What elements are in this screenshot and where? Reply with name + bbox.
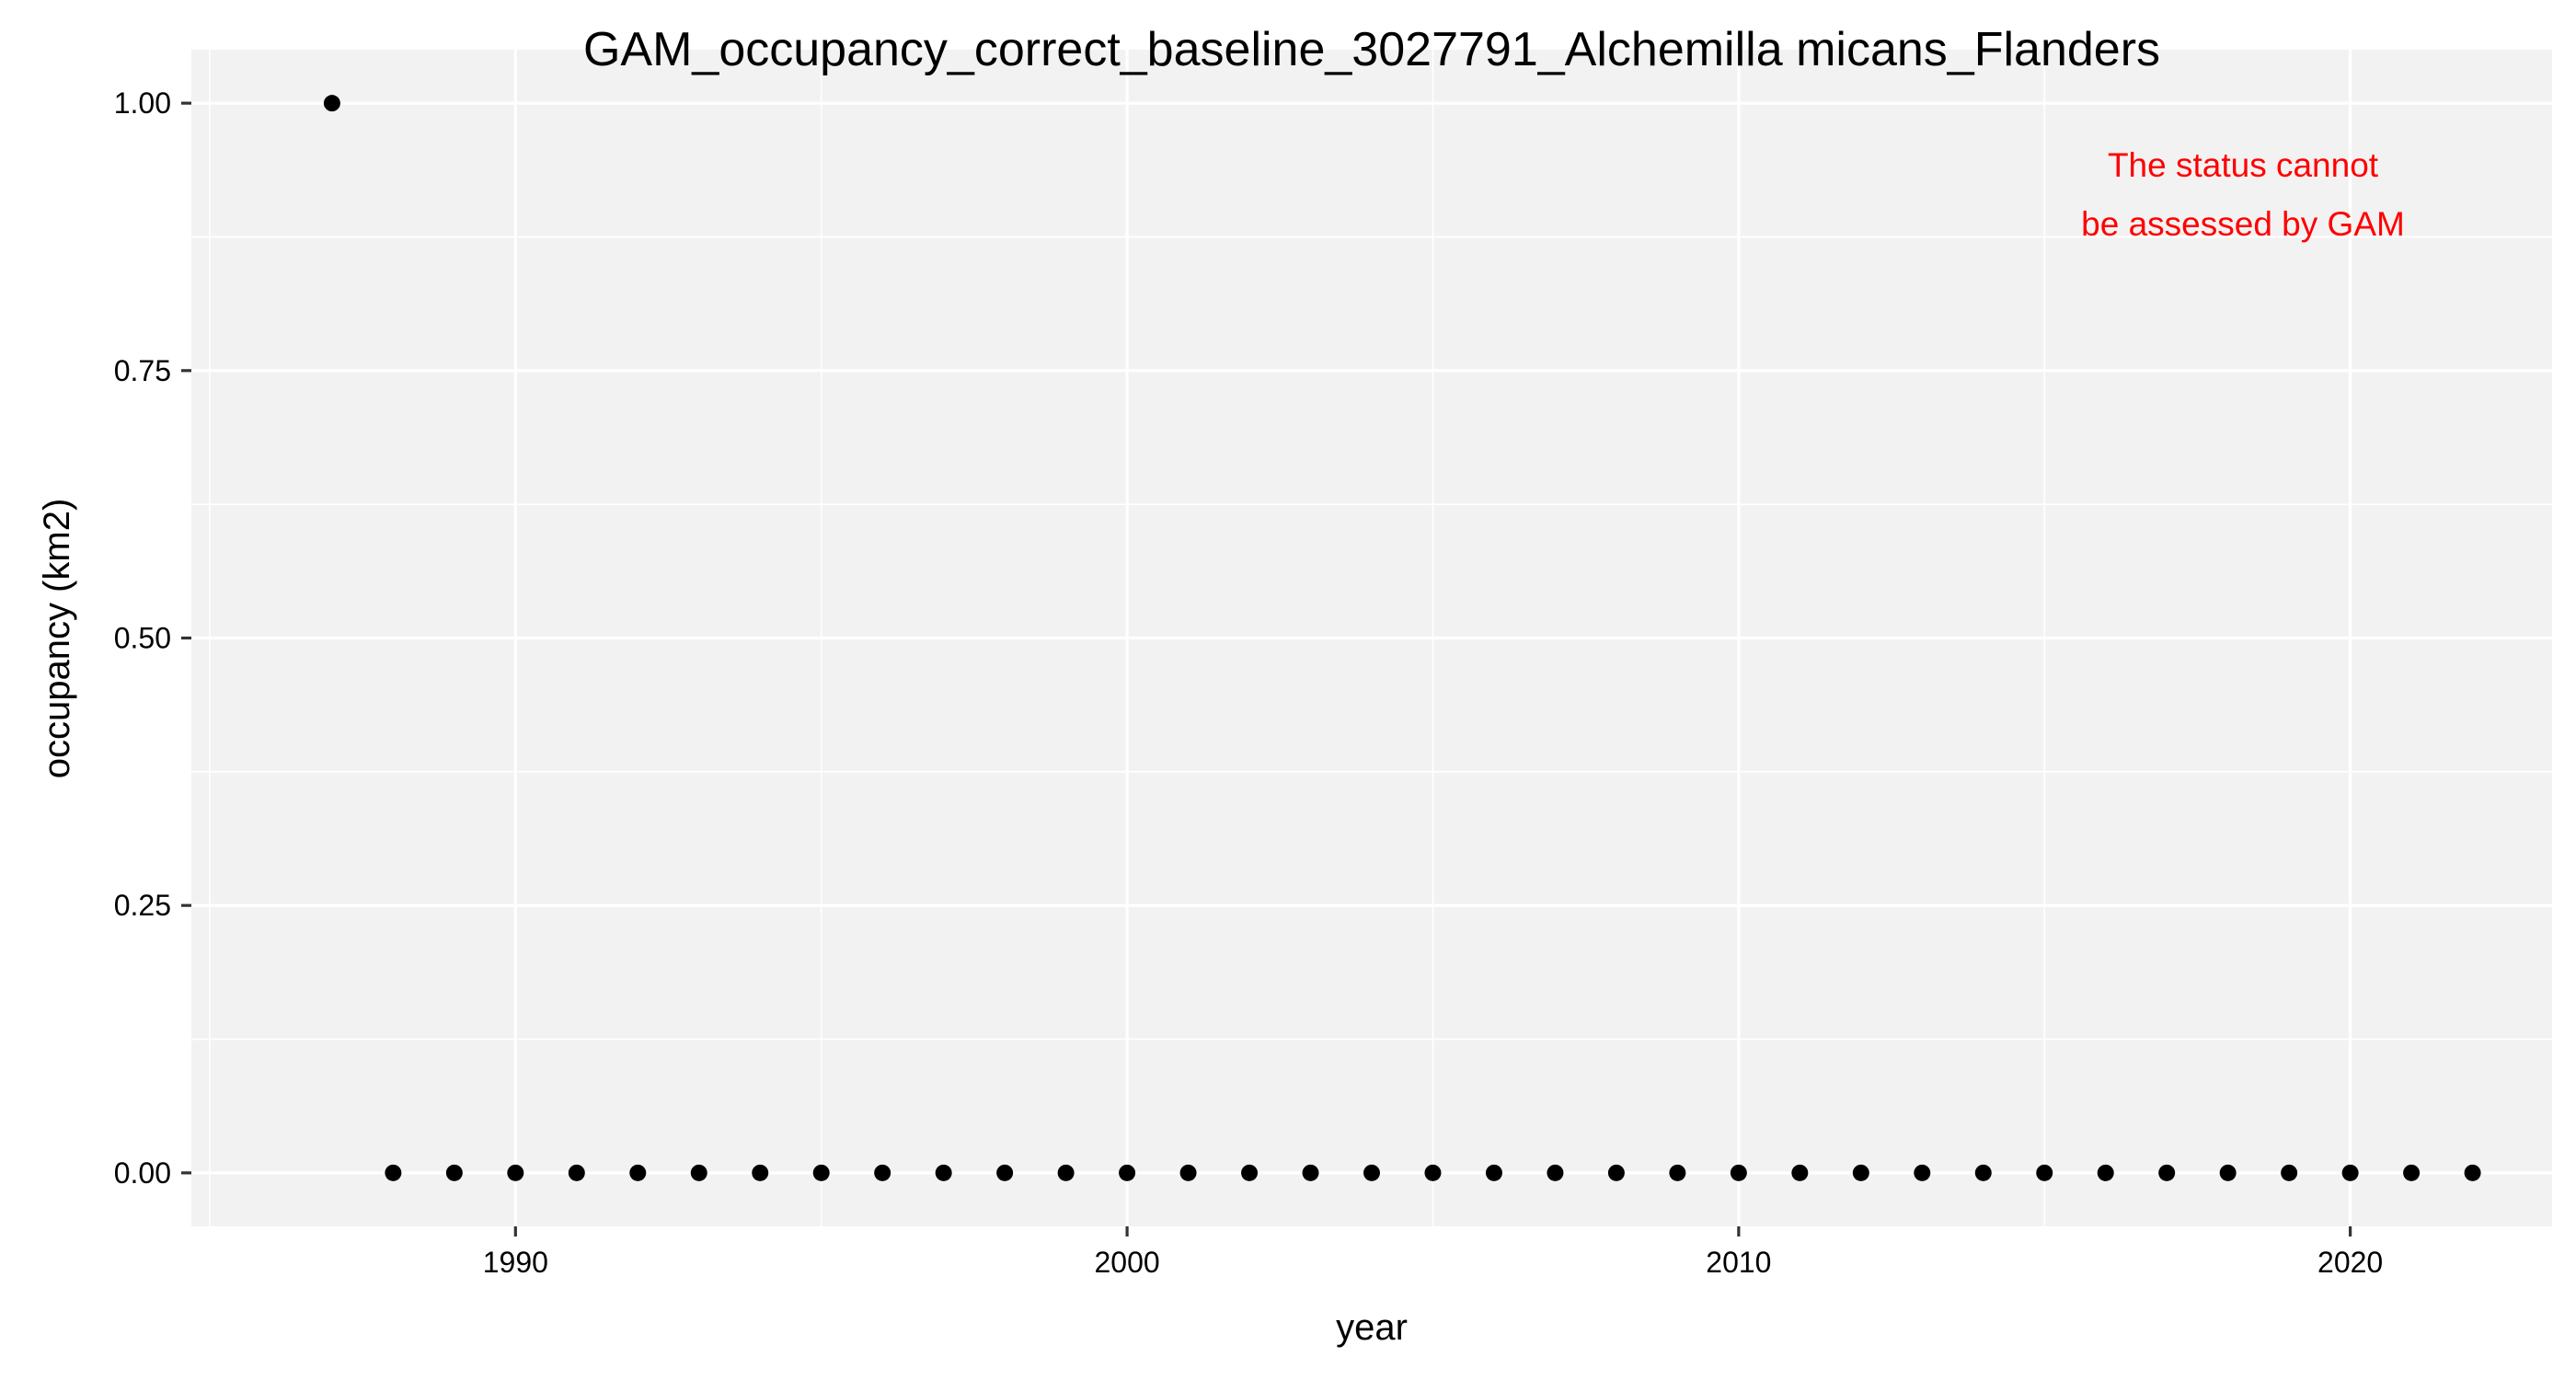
data-point xyxy=(996,1164,1014,1181)
data-point xyxy=(1669,1164,1686,1181)
data-point xyxy=(445,1164,463,1181)
data-point xyxy=(385,1164,402,1181)
data-point xyxy=(2403,1164,2421,1181)
data-point xyxy=(1914,1164,1931,1181)
status-annotation-line-2: be assessed by GAM xyxy=(2081,205,2405,243)
chart-title: GAM_occupancy_correct_baseline_3027791_A… xyxy=(583,23,2160,76)
y-tick-label: 0.00 xyxy=(114,1156,171,1190)
x-tick-label: 2010 xyxy=(1706,1246,1771,1279)
x-tick-label: 1990 xyxy=(483,1246,548,1279)
data-point xyxy=(2219,1164,2237,1181)
y-tick-label: 1.00 xyxy=(114,86,171,120)
data-point xyxy=(1424,1164,1442,1181)
data-point xyxy=(2097,1164,2114,1181)
data-point xyxy=(812,1164,830,1181)
data-point xyxy=(1730,1164,1747,1181)
data-point xyxy=(2341,1164,2359,1181)
x-axis-title: year xyxy=(1336,1307,1408,1348)
data-point xyxy=(1607,1164,1625,1181)
data-point xyxy=(1119,1164,1136,1181)
minor-gridlines xyxy=(191,50,2552,1226)
data-points xyxy=(323,95,2481,1181)
data-point xyxy=(568,1164,585,1181)
data-point xyxy=(1179,1164,1197,1181)
data-point xyxy=(1057,1164,1075,1181)
data-point xyxy=(1241,1164,1259,1181)
data-point xyxy=(507,1164,524,1181)
data-point xyxy=(1974,1164,1992,1181)
data-point xyxy=(629,1164,647,1181)
data-point xyxy=(2158,1164,2176,1181)
data-point xyxy=(323,95,340,112)
data-point xyxy=(1485,1164,1502,1181)
data-point xyxy=(2281,1164,2298,1181)
data-point xyxy=(1363,1164,1380,1181)
data-point xyxy=(874,1164,891,1181)
status-annotation-line-1: The status cannot xyxy=(2108,146,2379,184)
data-point xyxy=(1791,1164,1809,1181)
x-tick-label: 2020 xyxy=(2317,1246,2383,1279)
y-tick-label: 0.50 xyxy=(114,622,171,655)
data-point xyxy=(2464,1164,2481,1181)
y-tick-label: 0.75 xyxy=(114,354,171,387)
y-axis: 0.00 0.25 0.50 0.75 1.00 xyxy=(114,86,191,1190)
x-tick-label: 2000 xyxy=(1094,1246,1159,1279)
x-axis: 1990 2000 2010 2020 xyxy=(483,1226,2383,1279)
data-point xyxy=(752,1164,769,1181)
data-point xyxy=(2036,1164,2053,1181)
data-point xyxy=(1302,1164,1319,1181)
y-axis-title: occupancy (km2) xyxy=(37,499,77,779)
y-tick-label: 0.25 xyxy=(114,889,171,922)
data-point xyxy=(690,1164,707,1181)
data-point xyxy=(1852,1164,1869,1181)
data-point xyxy=(935,1164,952,1181)
data-point xyxy=(1547,1164,1564,1181)
